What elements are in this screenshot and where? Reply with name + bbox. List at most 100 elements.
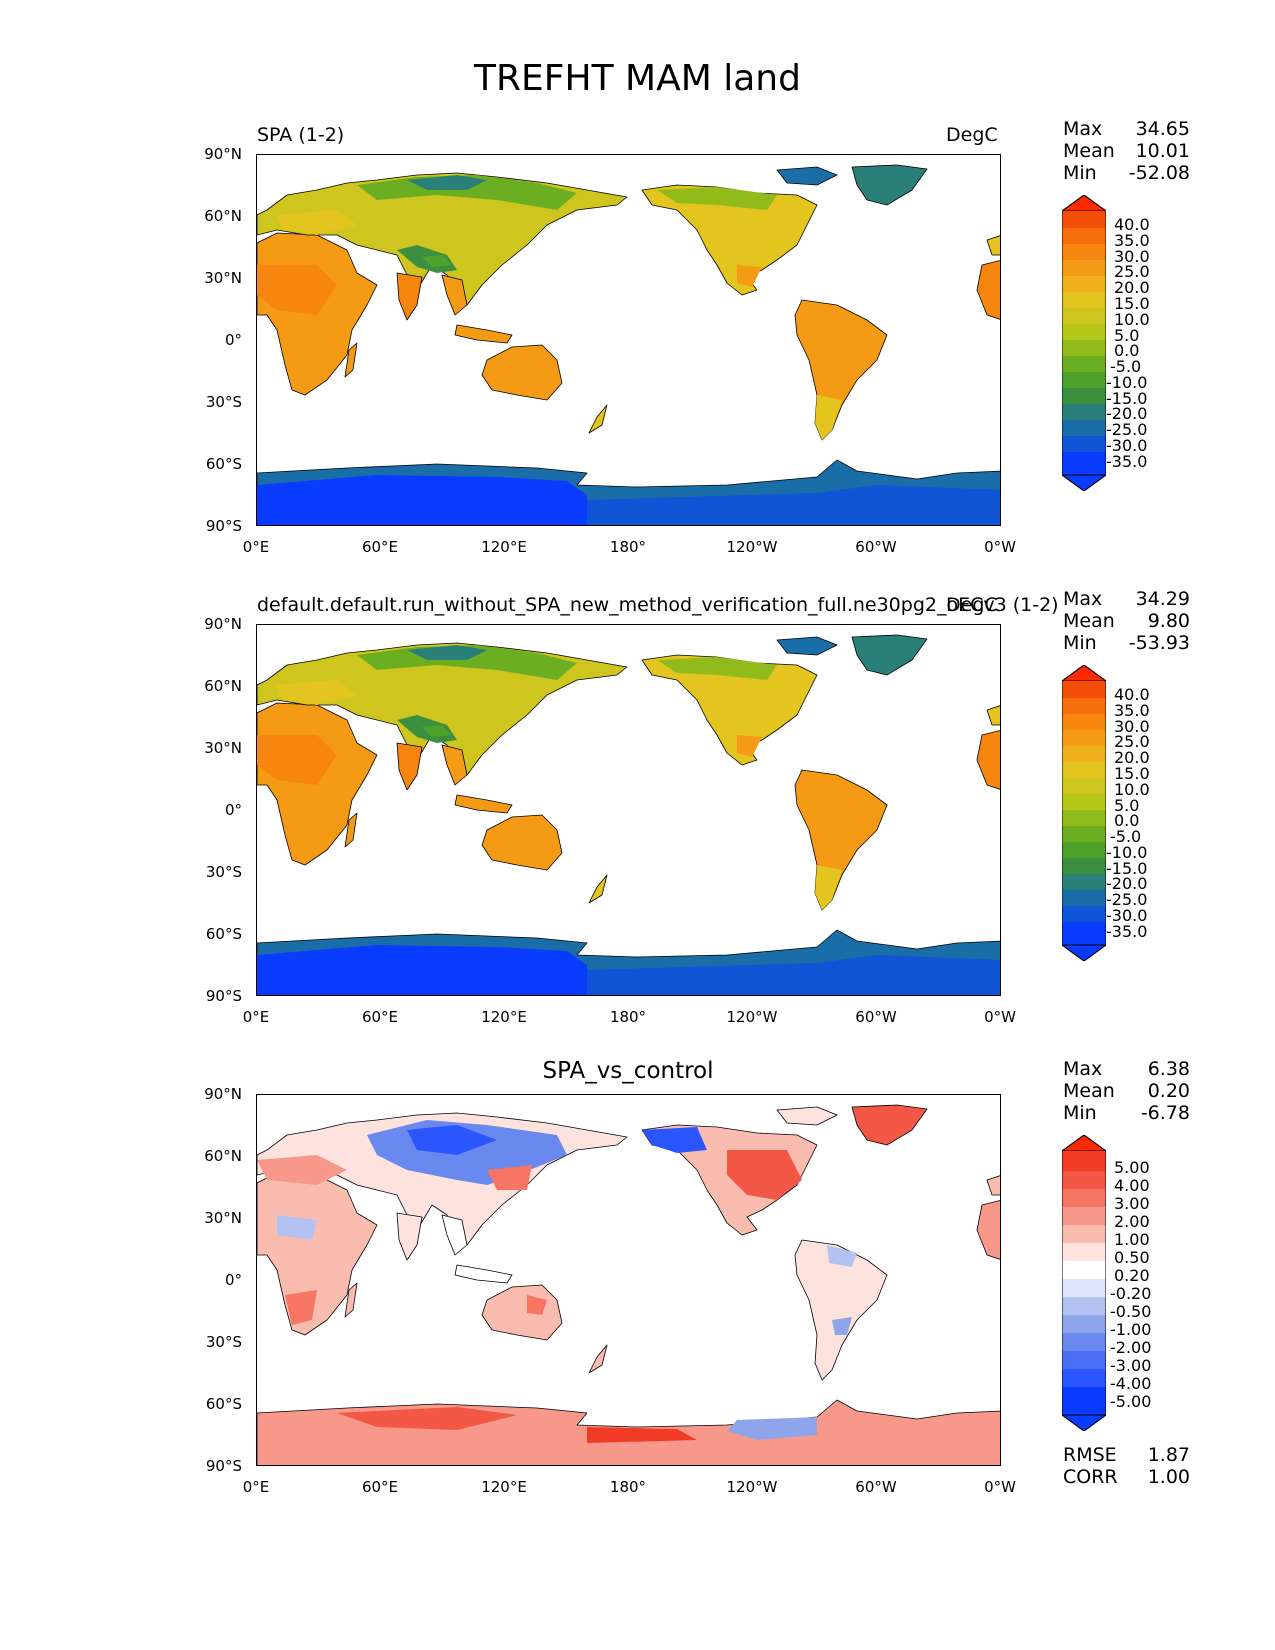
panel-2-map bbox=[256, 624, 1001, 996]
cbar-label: 0.20 bbox=[1114, 1266, 1150, 1285]
xtick: 60°E bbox=[361, 1478, 399, 1496]
cbar-label: 15.0 bbox=[1114, 764, 1150, 783]
ytick: 30°S bbox=[205, 393, 242, 411]
xtick: 0°W bbox=[984, 538, 1016, 556]
panel-1-units: DegC bbox=[946, 124, 998, 146]
panel-3-title: SPA_vs_control bbox=[542, 1058, 714, 1084]
xtick: 0°E bbox=[242, 1008, 270, 1026]
xtick: 120°W bbox=[726, 1478, 778, 1496]
panel-1-left-title: SPA (1-2) bbox=[257, 124, 345, 146]
cbar-label: -35.0 bbox=[1106, 922, 1148, 941]
cbar-label: -5.0 bbox=[1110, 357, 1142, 376]
xtick: 0°E bbox=[242, 1478, 270, 1496]
ytick: 30°N bbox=[204, 269, 242, 287]
cbar-label: 1.00 bbox=[1114, 1230, 1150, 1249]
stat-mean: Mean 9.80 bbox=[1063, 610, 1190, 632]
stat-max: Max 34.65 bbox=[1063, 118, 1190, 140]
cbar-label: 5.00 bbox=[1114, 1158, 1150, 1177]
panel-3-stats: Max 6.38 Mean 0.20 Min -6.78 bbox=[1063, 1058, 1190, 1124]
panel-1-stats: Max 34.65 Mean 10.01 Min -52.08 bbox=[1063, 118, 1190, 184]
cbar-label: -15.0 bbox=[1106, 389, 1148, 408]
xtick: 60°W bbox=[855, 538, 897, 556]
panel-1-map bbox=[256, 154, 1001, 526]
xtick: 180° bbox=[609, 1478, 647, 1496]
panel-2-colorbar-svg bbox=[1061, 664, 1107, 962]
cbar-label: 5.0 bbox=[1114, 326, 1140, 345]
cbar-label: -4.00 bbox=[1110, 1374, 1152, 1393]
cbar-label: 30.0 bbox=[1114, 247, 1150, 266]
ytick: 90°N bbox=[204, 145, 242, 163]
xtick: 60°W bbox=[855, 1008, 897, 1026]
stat-mean: Mean 0.20 bbox=[1063, 1080, 1190, 1102]
panel-1-colorbar-svg bbox=[1061, 194, 1107, 492]
xtick: 120°W bbox=[726, 1008, 778, 1026]
metric-rmse: RMSE 1.87 bbox=[1063, 1444, 1190, 1466]
stat-min: Min -53.93 bbox=[1063, 632, 1190, 654]
xtick: 60°W bbox=[855, 1478, 897, 1496]
panel-3-colorbar bbox=[1061, 1134, 1107, 1432]
metric-corr: CORR 1.00 bbox=[1063, 1466, 1190, 1488]
stat-min: Min -6.78 bbox=[1063, 1102, 1190, 1124]
cbar-label: -0.20 bbox=[1110, 1284, 1152, 1303]
cbar-label: 25.0 bbox=[1114, 262, 1150, 281]
panel-3-map bbox=[256, 1094, 1001, 1466]
ytick: 0° bbox=[224, 801, 242, 819]
cbar-label: -10.0 bbox=[1106, 843, 1148, 862]
cbar-label: -30.0 bbox=[1106, 906, 1148, 925]
ytick: 60°N bbox=[204, 1147, 242, 1165]
xtick: 60°E bbox=[361, 1008, 399, 1026]
stat-mean: Mean 10.01 bbox=[1063, 140, 1190, 162]
xtick: 120°E bbox=[481, 1008, 527, 1026]
cbar-label: -35.0 bbox=[1106, 452, 1148, 471]
ytick: 90°S bbox=[205, 987, 242, 1005]
ytick: 60°S bbox=[205, 1395, 242, 1413]
xtick: 120°W bbox=[726, 538, 778, 556]
ytick: 30°S bbox=[205, 1333, 242, 1351]
cbar-label: -25.0 bbox=[1106, 890, 1148, 909]
cbar-label: -5.0 bbox=[1110, 827, 1142, 846]
cbar-label: 10.0 bbox=[1114, 310, 1150, 329]
cbar-label: -20.0 bbox=[1106, 874, 1148, 893]
cbar-label: 20.0 bbox=[1114, 278, 1150, 297]
xtick: 0°E bbox=[242, 538, 270, 556]
cbar-label: -20.0 bbox=[1106, 404, 1148, 423]
cbar-label: -2.00 bbox=[1110, 1338, 1152, 1357]
ytick: 60°S bbox=[205, 455, 242, 473]
ytick: 90°S bbox=[205, 517, 242, 535]
ytick: 90°N bbox=[204, 1085, 242, 1103]
xtick: 0°W bbox=[984, 1008, 1016, 1026]
panel-1-map-svg bbox=[257, 164, 1000, 525]
cbar-label: 15.0 bbox=[1114, 294, 1150, 313]
cbar-label: 35.0 bbox=[1114, 701, 1150, 720]
cbar-label: -5.00 bbox=[1110, 1392, 1152, 1411]
xtick: 120°E bbox=[481, 538, 527, 556]
panel-2-units: DegC bbox=[946, 594, 998, 616]
stat-max: Max 34.29 bbox=[1063, 588, 1190, 610]
cbar-label: -1.00 bbox=[1110, 1320, 1152, 1339]
cbar-label: 0.50 bbox=[1114, 1248, 1150, 1267]
cbar-label: 10.0 bbox=[1114, 780, 1150, 799]
stat-min: Min -52.08 bbox=[1063, 162, 1190, 184]
ytick: 0° bbox=[224, 331, 242, 349]
ytick: 0° bbox=[224, 1271, 242, 1289]
panel-3-map-svg bbox=[257, 1104, 1000, 1465]
panel-2-map-svg bbox=[257, 634, 1000, 995]
cbar-label: 0.0 bbox=[1114, 811, 1140, 830]
ytick: 90°S bbox=[205, 1457, 242, 1475]
ytick: 60°S bbox=[205, 925, 242, 943]
panel-3-colorbar-svg bbox=[1061, 1134, 1107, 1432]
xtick: 120°E bbox=[481, 1478, 527, 1496]
ytick: 30°N bbox=[204, 1209, 242, 1227]
panel-2-stats: Max 34.29 Mean 9.80 Min -53.93 bbox=[1063, 588, 1190, 654]
ytick: 60°N bbox=[204, 677, 242, 695]
cbar-label: -25.0 bbox=[1106, 420, 1148, 439]
panel-3-metrics: RMSE 1.87 CORR 1.00 bbox=[1063, 1444, 1190, 1488]
panel-2-colorbar bbox=[1061, 664, 1107, 962]
xtick: 60°E bbox=[361, 538, 399, 556]
ytick: 30°S bbox=[205, 863, 242, 881]
ytick: 60°N bbox=[204, 207, 242, 225]
cbar-label: 5.0 bbox=[1114, 796, 1140, 815]
cbar-label: 40.0 bbox=[1114, 215, 1150, 234]
ytick: 90°N bbox=[204, 615, 242, 633]
stat-max: Max 6.38 bbox=[1063, 1058, 1190, 1080]
